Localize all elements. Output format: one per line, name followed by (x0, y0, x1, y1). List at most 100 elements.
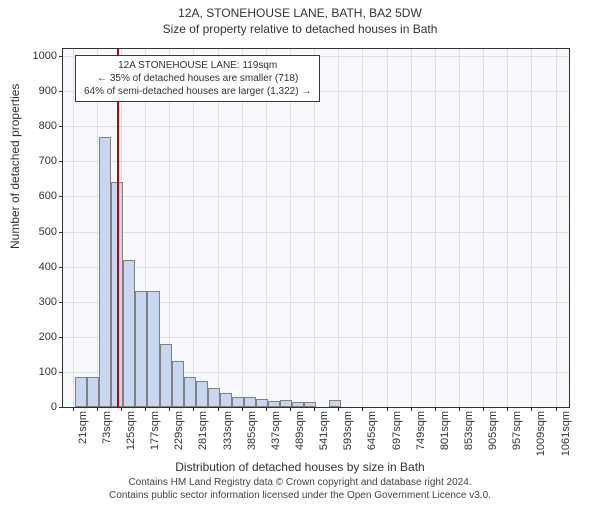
property-info-box: 12A STONEHOUSE LANE: 119sqm← 35% of deta… (75, 55, 320, 102)
plot-area: 0100200300400500600700800900100021sqm73s… (62, 48, 570, 408)
histogram-bar (75, 377, 87, 407)
histogram-bar (232, 397, 244, 407)
gridline-h (63, 232, 569, 233)
histogram-bar (244, 397, 256, 407)
ytick-mark (59, 91, 63, 92)
histogram-bar (87, 377, 99, 407)
gridline-v (435, 49, 436, 407)
ytick-label: 500 (39, 226, 57, 238)
histogram-bar (208, 388, 220, 407)
ytick-label: 600 (39, 190, 57, 202)
xtick-mark (507, 407, 508, 411)
ytick-mark (59, 196, 63, 197)
xtick-label: 645sqm (366, 411, 378, 450)
histogram-bar (160, 344, 172, 407)
gridline-v (314, 49, 315, 407)
chart-title-line1: 12A, STONEHOUSE LANE, BATH, BA2 5DW (0, 6, 600, 20)
plot-container: 0100200300400500600700800900100021sqm73s… (62, 48, 570, 408)
xtick-label: 957sqm (511, 411, 523, 450)
y-axis-label: Number of detached properties (8, 84, 22, 249)
gridline-v (97, 49, 98, 407)
xtick-mark (169, 407, 170, 411)
histogram-bar (256, 399, 268, 407)
xtick-mark (362, 407, 363, 411)
xtick-label: 593sqm (342, 411, 354, 450)
gridline-v (387, 49, 388, 407)
x-axis-label: Distribution of detached houses by size … (0, 460, 600, 474)
xtick-label: 21sqm (77, 411, 89, 444)
xtick-label: 853sqm (463, 411, 475, 450)
histogram-bar (99, 137, 111, 407)
xtick-mark (387, 407, 388, 411)
footer-line2: Contains public sector information licen… (0, 490, 600, 503)
xtick-label: 697sqm (391, 411, 403, 450)
xtick-label: 73sqm (101, 411, 113, 444)
xtick-mark (266, 407, 267, 411)
gridline-v (362, 49, 363, 407)
xtick-mark (218, 407, 219, 411)
ytick-mark (59, 407, 63, 408)
ytick-mark (59, 126, 63, 127)
xtick-mark (145, 407, 146, 411)
histogram-bar (147, 291, 159, 407)
xtick-label: 749sqm (415, 411, 427, 450)
histogram-bar (268, 401, 280, 407)
histogram-bar (304, 402, 316, 407)
histogram-bar (292, 402, 304, 407)
gridline-v (266, 49, 267, 407)
xtick-mark (121, 407, 122, 411)
ytick-mark (59, 232, 63, 233)
gridline-v (193, 49, 194, 407)
histogram-bar (280, 400, 292, 407)
xtick-label: 541sqm (318, 411, 330, 450)
xtick-label: 385sqm (246, 411, 258, 450)
property-marker-line (117, 49, 119, 407)
ytick-mark (59, 161, 63, 162)
info-box-line3: 64% of semi-detached houses are larger (… (84, 85, 311, 98)
xtick-mark (483, 407, 484, 411)
xtick-mark (73, 407, 74, 411)
histogram-bar (172, 361, 184, 407)
gridline-v (338, 49, 339, 407)
xtick-mark (459, 407, 460, 411)
gridline-h (63, 196, 569, 197)
ytick-label: 800 (39, 120, 57, 132)
xtick-mark (435, 407, 436, 411)
xtick-mark (531, 407, 532, 411)
xtick-label: 125sqm (125, 411, 137, 450)
xtick-mark (314, 407, 315, 411)
histogram-bar (184, 377, 196, 407)
gridline-v (242, 49, 243, 407)
xtick-mark (242, 407, 243, 411)
histogram-bar (329, 400, 341, 407)
gridline-h (63, 161, 569, 162)
info-box-line1: 12A STONEHOUSE LANE: 119sqm (84, 59, 311, 72)
xtick-mark (338, 407, 339, 411)
xtick-mark (290, 407, 291, 411)
xtick-label: 333sqm (222, 411, 234, 450)
ytick-label: 200 (39, 331, 57, 343)
ytick-label: 0 (51, 401, 57, 413)
histogram-bar (220, 393, 232, 407)
histogram-bar (196, 381, 208, 407)
ytick-label: 900 (39, 85, 57, 97)
gridline-v (290, 49, 291, 407)
gridline-v (218, 49, 219, 407)
xtick-label: 1009sqm (535, 411, 547, 456)
ytick-label: 300 (39, 296, 57, 308)
xtick-mark (411, 407, 412, 411)
ytick-mark (59, 337, 63, 338)
ytick-label: 1000 (33, 50, 57, 62)
xtick-mark (97, 407, 98, 411)
ytick-label: 400 (39, 261, 57, 273)
gridline-v (556, 49, 557, 407)
footer-attribution: Contains HM Land Registry data © Crown c… (0, 477, 600, 502)
xtick-label: 1061sqm (560, 411, 572, 456)
ytick-mark (59, 56, 63, 57)
gridline-v (507, 49, 508, 407)
xtick-label: 437sqm (270, 411, 282, 450)
histogram-bar (135, 291, 147, 407)
gridline-v (459, 49, 460, 407)
ytick-label: 700 (39, 155, 57, 167)
gridline-v (73, 49, 74, 407)
